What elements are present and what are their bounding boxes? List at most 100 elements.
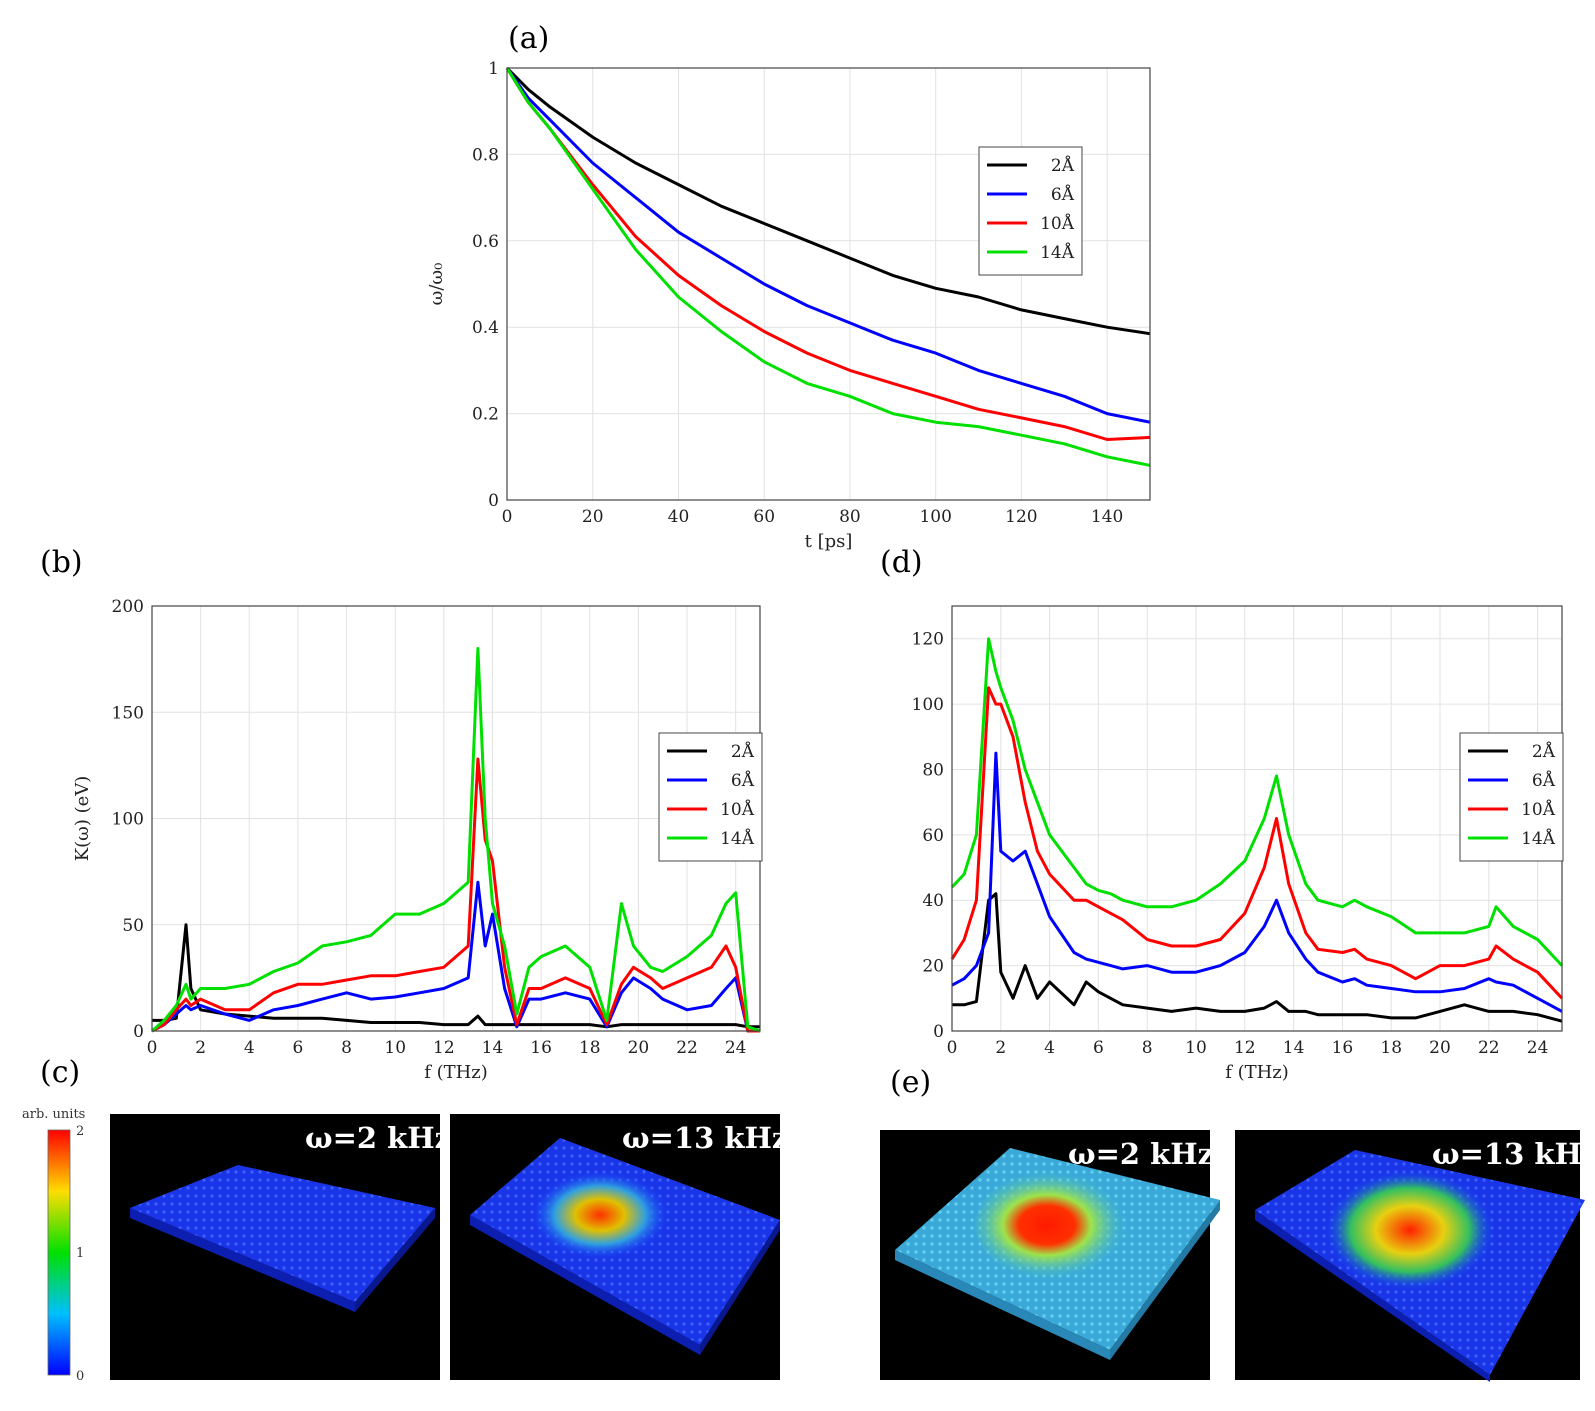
series-line-10Å — [950, 686, 1564, 1000]
x-tick-label: 0 — [502, 507, 513, 527]
x-tick-label: 10 — [1185, 1038, 1207, 1058]
x-tick-label: 140 — [1091, 507, 1123, 527]
y-axis-label: K(ω) (eV) — [72, 776, 93, 862]
y-tick-label: 60 — [922, 826, 944, 846]
legend-entry: 14Å — [1521, 828, 1556, 849]
snapshot-e1-label: ω=2 kHz — [1068, 1137, 1214, 1171]
x-tick-label: 2 — [195, 1038, 206, 1058]
series-line-6Å — [151, 880, 760, 1033]
x-tick-label: 12 — [433, 1038, 455, 1058]
y-tick-label: 0 — [133, 1022, 144, 1042]
y-tick-label: 0.4 — [472, 318, 499, 338]
panel-label-a: (a) — [508, 21, 549, 56]
legend-entry: 10Å — [1521, 799, 1556, 820]
panel-label-b: (b) — [40, 545, 83, 580]
series-line-14Å — [151, 647, 761, 1033]
series-line-14Å — [505, 67, 1151, 467]
legend-entry: 10Å — [720, 799, 755, 820]
x-tick-label: 18 — [579, 1038, 601, 1058]
colorbar-title: arb. units — [22, 1107, 85, 1122]
legend-entry: 6Å — [1532, 770, 1556, 791]
panel-label-d: (d) — [880, 545, 923, 580]
y-tick-label: 100 — [112, 810, 144, 830]
series-line-6Å — [505, 67, 1151, 424]
series-line-2Å — [505, 66, 1151, 336]
y-tick-label: 150 — [112, 703, 144, 723]
snapshot-c2: ω=13 kHz — [450, 1114, 788, 1380]
x-tick-label: 120 — [1005, 507, 1037, 527]
y-axis-label: ω/ω₀ — [426, 263, 447, 306]
y-tick-label: 80 — [922, 760, 944, 780]
legend-entry: 2Å — [1532, 741, 1556, 762]
x-tick-label: 8 — [341, 1038, 352, 1058]
x-tick-label: 22 — [1478, 1038, 1500, 1058]
x-tick-label: 60 — [753, 507, 775, 527]
y-tick-label: 0 — [488, 491, 499, 511]
y-tick-label: 0.6 — [472, 232, 499, 252]
x-tick-label: 2 — [995, 1038, 1006, 1058]
x-tick-label: 0 — [947, 1038, 958, 1058]
snapshot-c1-label: ω=2 kHz — [305, 1121, 451, 1155]
legend-box — [978, 146, 1083, 276]
x-tick-label: 24 — [1527, 1038, 1549, 1058]
x-tick-label: 16 — [530, 1038, 552, 1058]
x-tick-label: 80 — [839, 507, 861, 527]
x-tick-label: 22 — [676, 1038, 698, 1058]
series-line-6Å — [951, 751, 1563, 1013]
legend-entry: 6Å — [1051, 184, 1075, 205]
y-tick-label: 120 — [912, 630, 944, 650]
series-line-14Å — [950, 637, 1564, 967]
series-line-2Å — [152, 923, 760, 1029]
legend-entry: 2Å — [1051, 155, 1075, 176]
legend-entry: 14Å — [1040, 242, 1075, 263]
x-tick-label: 40 — [668, 507, 690, 527]
x-tick-label: 6 — [293, 1038, 304, 1058]
x-tick-label: 20 — [628, 1038, 650, 1058]
snapshot-c2-label: ω=13 kHz — [622, 1121, 788, 1155]
x-axis-label: t [ps] — [805, 531, 853, 552]
x-tick-label: 12 — [1234, 1038, 1256, 1058]
x-tick-label: 14 — [1283, 1038, 1305, 1058]
legend-entry: 14Å — [720, 828, 755, 849]
x-tick-label: 18 — [1380, 1038, 1402, 1058]
x-axis-label: f (THz) — [424, 1062, 488, 1083]
panel-label-c: (c) — [40, 1055, 80, 1090]
legend-box — [1459, 732, 1564, 862]
x-tick-label: 20 — [582, 507, 604, 527]
legend-entry: 6Å — [731, 770, 755, 791]
legend-entry: 10Å — [1040, 213, 1075, 234]
colorbar-max: 2 — [76, 1124, 84, 1139]
y-tick-label: 0.2 — [472, 405, 499, 425]
series-line-2Å — [952, 892, 1563, 1023]
x-tick-label: 14 — [482, 1038, 504, 1058]
series-line-10Å — [151, 757, 760, 1033]
chart-a: 0 20 40 60 80 100 120 140 0 0.2 0.4 0.6 0.8 1 t [ps] ω/… — [426, 59, 1151, 552]
colorbar-scale — [47, 1129, 71, 1376]
colorbar: arb. units 2 1 0 — [22, 1107, 85, 1384]
y-tick-label: 20 — [922, 957, 944, 977]
x-tick-label: 4 — [244, 1038, 255, 1058]
y-tick-label: 0 — [933, 1022, 944, 1042]
x-tick-label: 16 — [1332, 1038, 1354, 1058]
snapshot-c1: ω=2 kHz — [110, 1114, 451, 1380]
y-tick-label: 50 — [122, 916, 144, 936]
x-tick-label: 10 — [384, 1038, 406, 1058]
series-line-10Å — [505, 67, 1151, 441]
x-tick-label: 8 — [1142, 1038, 1153, 1058]
x-tick-label: 100 — [919, 507, 951, 527]
snapshot-e2: ω=13 kHz — [1235, 1130, 1595, 1382]
legend-entry: 2Å — [731, 741, 755, 762]
x-tick-label: 20 — [1429, 1038, 1451, 1058]
y-tick-label: 100 — [912, 695, 944, 715]
plot-frame — [506, 67, 1151, 501]
x-axis-label: f (THz) — [1225, 1062, 1289, 1083]
legend-box — [658, 732, 763, 862]
y-tick-label: 200 — [112, 597, 144, 617]
panel-label-e: (e) — [890, 1065, 931, 1100]
colorbar-min: 0 — [76, 1369, 84, 1384]
y-tick-label: 1 — [488, 59, 499, 79]
